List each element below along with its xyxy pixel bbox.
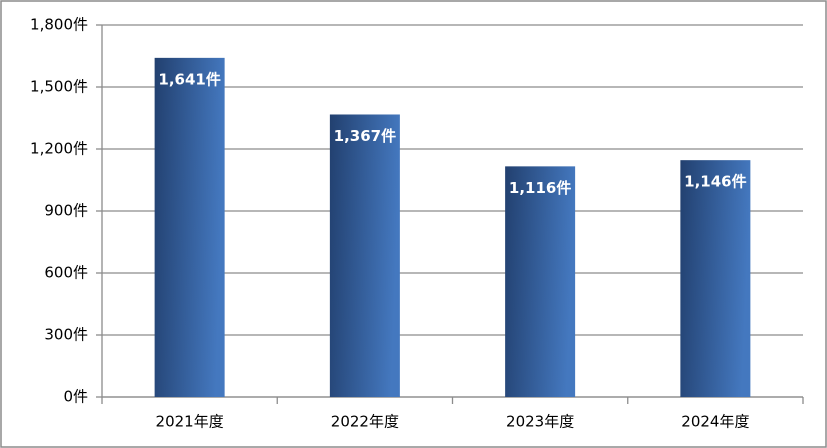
value-label: 1,641件 [158,70,220,88]
y-tick-label: 1,800件 [30,16,88,34]
x-tick-label: 2022年度 [331,413,399,431]
y-tick-label: 1,200件 [30,140,88,158]
y-tick-label: 600件 [44,264,88,282]
y-tick-label: 0件 [63,388,88,406]
y-tick-label: 900件 [44,202,88,220]
value-label: 1,116件 [509,179,571,197]
bar [329,114,400,397]
bar [505,166,576,397]
x-tick-label: 2021年度 [156,413,224,431]
x-tick-label: 2024年度 [681,413,749,431]
bar [680,160,751,397]
value-label: 1,146件 [684,173,746,191]
value-label: 1,367件 [334,127,396,145]
x-tick-label: 2023年度 [506,413,574,431]
y-tick-label: 300件 [44,326,88,344]
bar [154,57,225,398]
y-tick-label: 1,500件 [30,78,88,96]
